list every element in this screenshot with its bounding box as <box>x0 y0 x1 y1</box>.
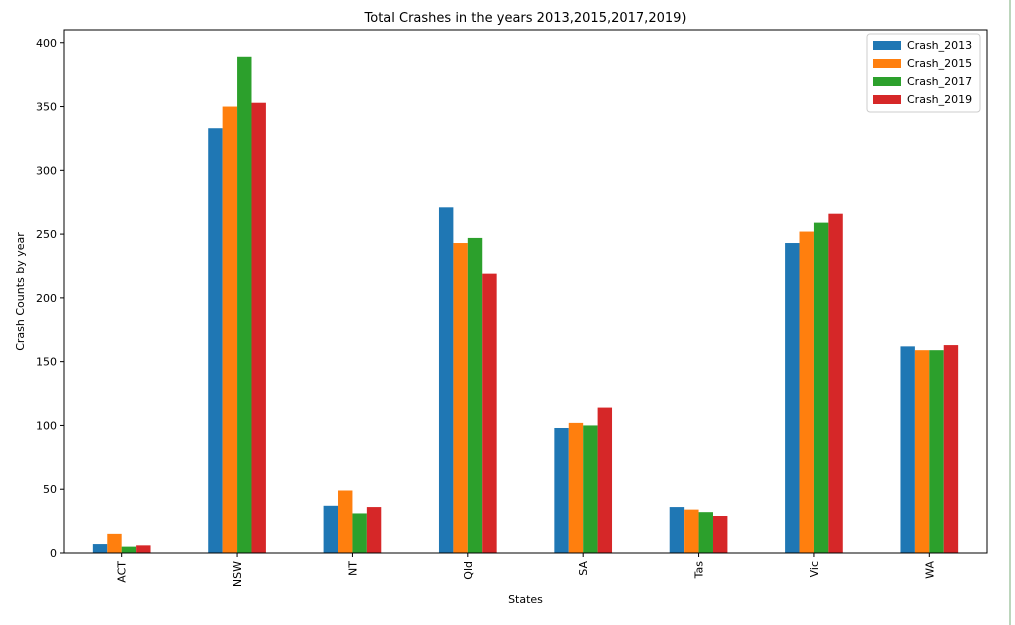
y-tick-label: 0 <box>50 547 57 560</box>
y-tick-label: 250 <box>36 228 57 241</box>
bar-act-crash-2019 <box>136 545 151 553</box>
x-axis-label: States <box>508 593 543 606</box>
legend-swatch <box>873 41 901 50</box>
bar-vic-crash-2017 <box>813 222 829 554</box>
x-tick-label: NSW <box>231 561 244 587</box>
bar-nt-crash-2017 <box>352 513 367 553</box>
y-axis-ticks: 0 50 100 150 200 250 300 350 400 <box>36 37 64 560</box>
bar-nsw-crash-2017 <box>237 56 252 553</box>
x-tick-label: Qld <box>462 561 475 580</box>
bar-vic-crash-2013 <box>785 243 800 553</box>
legend-label: Crash_2017 <box>907 75 972 88</box>
bar-nsw-crash-2013 <box>208 128 223 553</box>
bar-qld-crash-2015 <box>453 243 468 553</box>
bar-wa-crash-2019 <box>943 345 959 553</box>
legend-box <box>866 33 981 113</box>
bar-qld-crash-2017 <box>467 237 483 554</box>
bar-nt-crash-2019 <box>366 507 382 553</box>
bar-act-crash-2013 <box>92 544 108 553</box>
legend: Crash_2013 Crash_2015 Crash_2017 Crash_2019 <box>866 33 981 113</box>
bar-act-crash-2015 <box>107 533 122 553</box>
y-tick-label: 100 <box>36 419 57 432</box>
y-tick-label: 150 <box>36 356 57 369</box>
x-tick-label: NT <box>346 561 359 576</box>
bar-vic-crash-2015 <box>799 231 814 554</box>
bar-sa-crash-2015 <box>568 422 584 553</box>
y-tick-label: 350 <box>36 101 57 114</box>
y-axis-label: Crash Counts by year <box>14 232 27 351</box>
y-tick-label: 200 <box>36 292 57 305</box>
x-tick-label: ACT <box>116 561 129 583</box>
x-axis-ticks: ACT NSW NT Qld SA Tas Vic WA <box>116 553 936 587</box>
bar-nt-crash-2015 <box>338 490 353 553</box>
y-tick-label: 400 <box>36 37 57 50</box>
legend-label: Crash_2013 <box>907 39 972 52</box>
legend-label: Crash_2019 <box>907 93 972 106</box>
y-tick-label: 50 <box>43 483 57 496</box>
legend-swatch <box>873 95 901 104</box>
bar-wa-crash-2015 <box>914 350 930 553</box>
bars-layer <box>92 56 959 554</box>
x-tick-label: Vic <box>808 561 821 577</box>
bar-nt-crash-2013 <box>323 505 339 553</box>
legend-label: Crash_2015 <box>907 57 972 70</box>
plot-area-frame <box>63 29 988 554</box>
bar-qld-crash-2019 <box>482 273 497 553</box>
bar-wa-crash-2017 <box>929 350 944 553</box>
bar-tas-crash-2019 <box>712 516 728 553</box>
window-edge-divider <box>1009 0 1011 625</box>
bar-qld-crash-2013 <box>438 207 454 553</box>
bar-tas-crash-2017 <box>698 512 713 553</box>
bar-nsw-crash-2015 <box>222 106 238 553</box>
bar-sa-crash-2013 <box>554 427 569 553</box>
bar-sa-crash-2019 <box>597 407 613 553</box>
bar-act-crash-2017 <box>121 546 137 553</box>
bar-wa-crash-2013 <box>900 346 915 553</box>
chart-title: Total Crashes in the years 2013,2015,201… <box>364 11 687 26</box>
bar-vic-crash-2019 <box>828 213 843 553</box>
x-tick-label: Tas <box>693 561 706 580</box>
x-tick-label: WA <box>923 561 936 579</box>
axes-layer <box>63 29 988 554</box>
legend-swatch <box>873 77 901 86</box>
x-tick-label: SA <box>577 561 590 576</box>
legend-swatch <box>873 59 901 68</box>
bar-tas-crash-2013 <box>669 507 685 553</box>
bar-nsw-crash-2019 <box>251 102 266 554</box>
bar-sa-crash-2017 <box>583 425 598 553</box>
y-tick-label: 300 <box>36 164 57 177</box>
bar-tas-crash-2015 <box>684 509 699 553</box>
